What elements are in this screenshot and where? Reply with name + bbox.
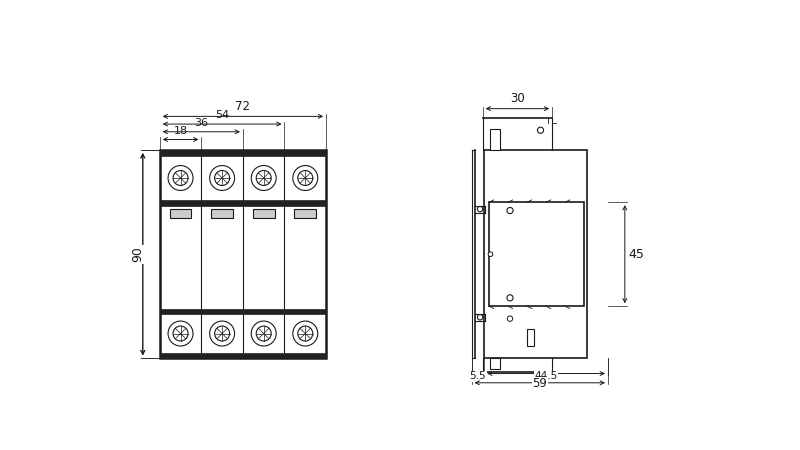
Bar: [160, 150, 326, 156]
Circle shape: [507, 316, 513, 321]
Bar: [527, 329, 534, 346]
Circle shape: [298, 326, 313, 341]
Text: 90: 90: [132, 246, 145, 262]
Text: 5.5: 5.5: [470, 371, 486, 381]
Text: 36: 36: [194, 118, 208, 128]
Circle shape: [210, 321, 234, 346]
Bar: [160, 353, 326, 358]
Bar: [160, 309, 326, 314]
Bar: [211, 209, 233, 218]
Circle shape: [251, 166, 276, 190]
Circle shape: [214, 326, 230, 341]
Text: 59: 59: [532, 378, 547, 391]
Circle shape: [293, 166, 318, 190]
Text: 72: 72: [235, 99, 250, 112]
Circle shape: [507, 295, 513, 301]
Circle shape: [478, 315, 482, 320]
Text: 45: 45: [629, 248, 645, 261]
Bar: [170, 209, 191, 218]
Bar: [484, 150, 587, 358]
Circle shape: [538, 127, 543, 133]
Circle shape: [293, 321, 318, 346]
Circle shape: [173, 326, 188, 341]
Text: 30: 30: [510, 92, 525, 105]
Text: 90: 90: [129, 248, 145, 261]
Circle shape: [210, 166, 234, 190]
Circle shape: [256, 171, 271, 185]
Text: 18: 18: [174, 126, 188, 135]
Circle shape: [507, 207, 513, 214]
Circle shape: [168, 166, 193, 190]
Bar: [490, 358, 500, 369]
Bar: [160, 150, 326, 358]
Circle shape: [173, 171, 188, 185]
Text: 44.5: 44.5: [534, 371, 558, 381]
Bar: [253, 209, 274, 218]
Circle shape: [214, 171, 230, 185]
Circle shape: [298, 171, 313, 185]
Bar: [489, 202, 584, 306]
Circle shape: [256, 326, 271, 341]
Circle shape: [478, 207, 482, 212]
Bar: [490, 129, 500, 150]
Bar: [160, 200, 326, 206]
Bar: [294, 209, 316, 218]
Text: 54: 54: [215, 110, 229, 120]
Circle shape: [168, 321, 193, 346]
Circle shape: [251, 321, 276, 346]
Circle shape: [488, 252, 493, 256]
